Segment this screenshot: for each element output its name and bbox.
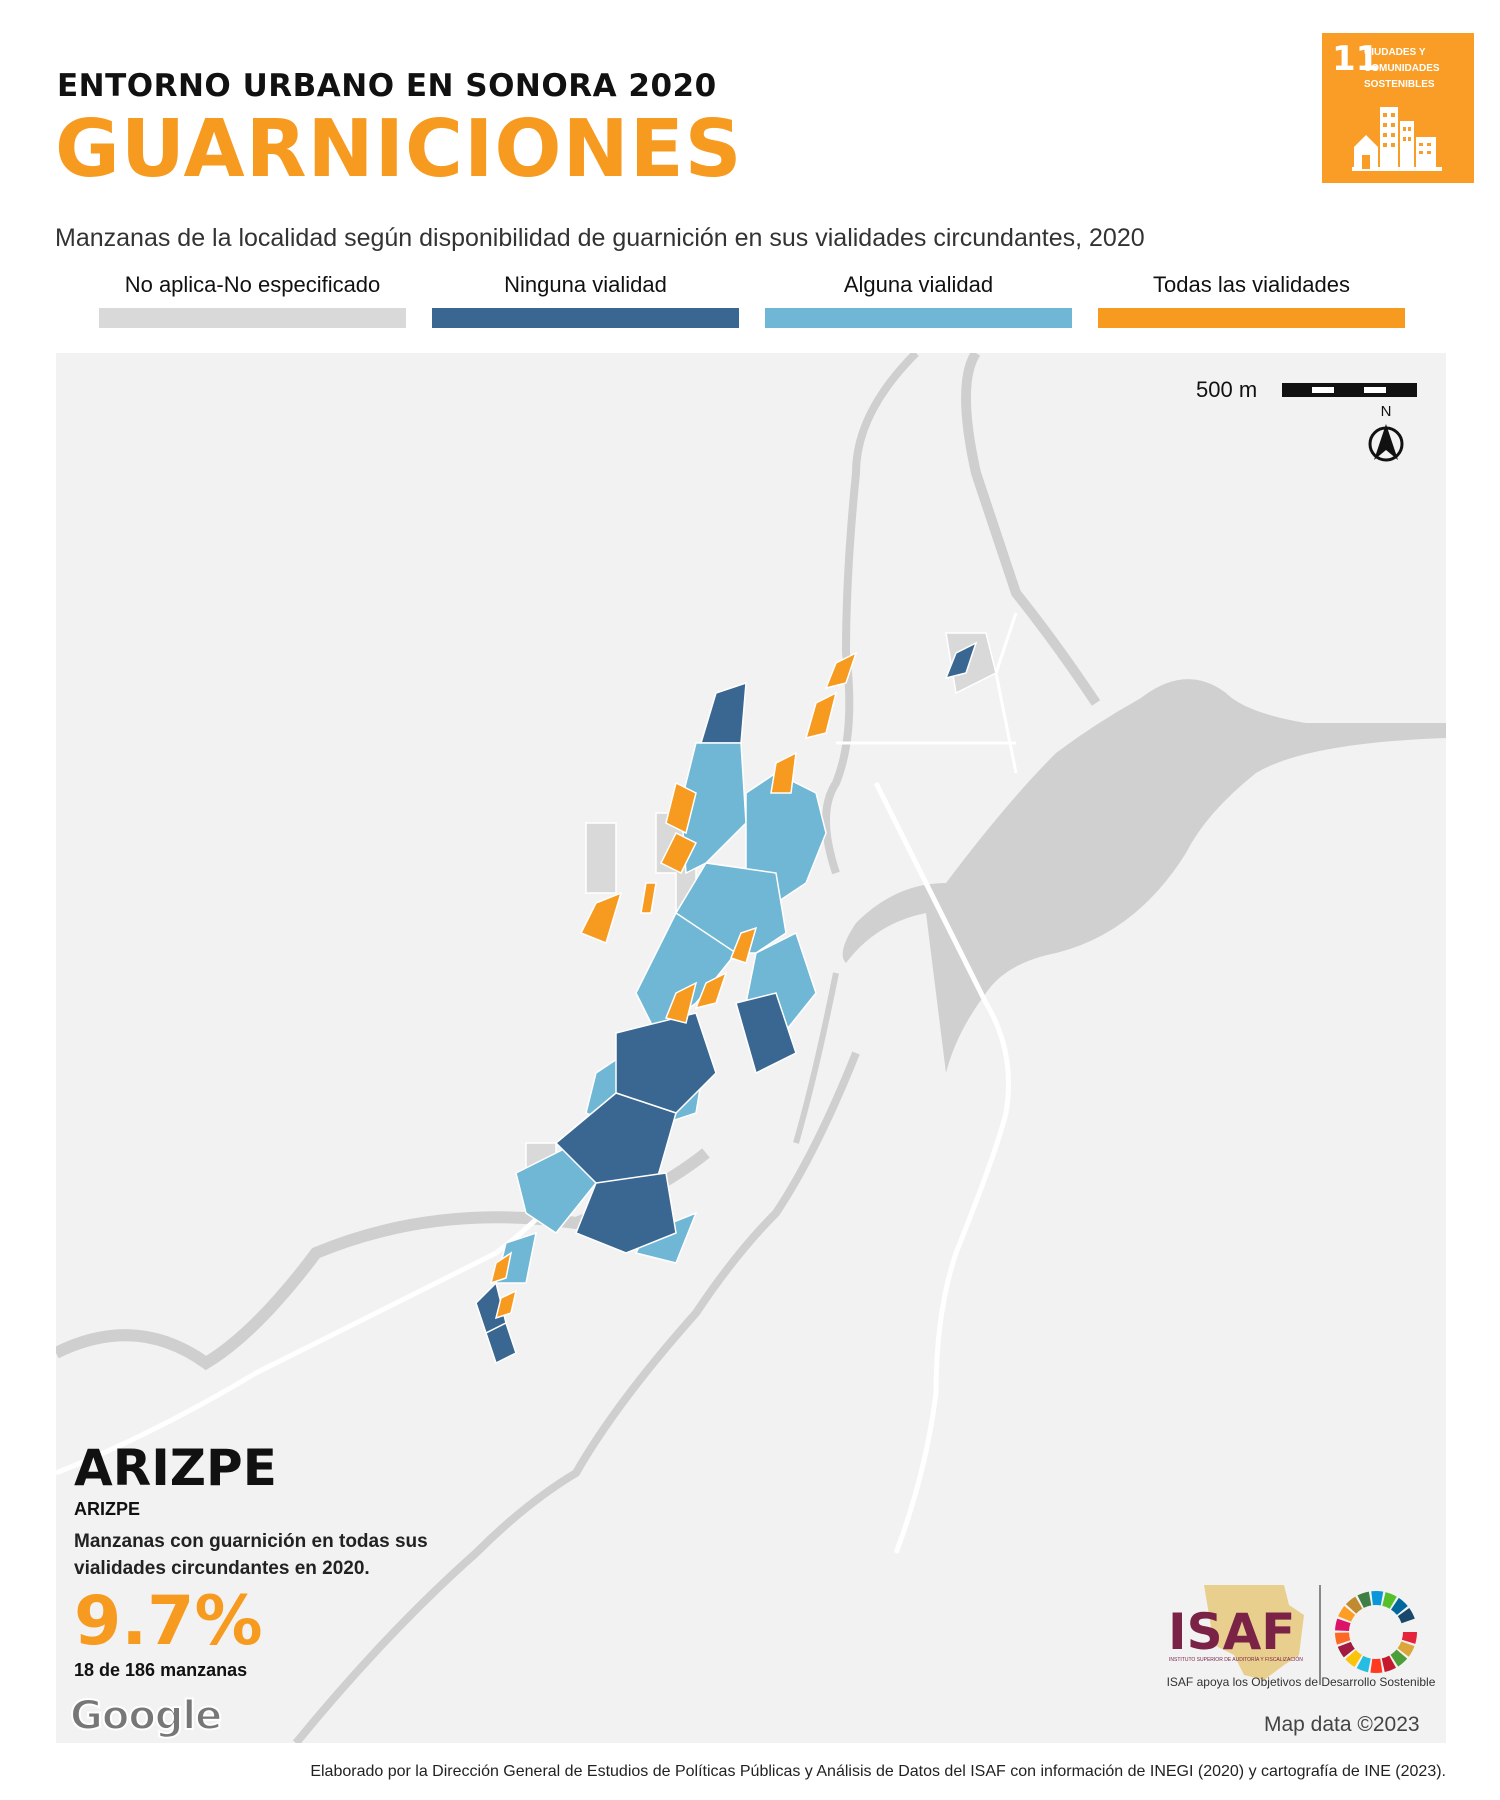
river-line [822,353,919,875]
scale-bar-icon [1282,383,1417,397]
stat-description: Manzanas con guarnición en todas sus via… [74,1531,428,1579]
legend-swatch [765,308,1072,328]
isaf-tagline: ISAF apoya los Objetivos de Desarrollo S… [1166,1675,1436,1689]
map-basemap [56,353,1446,1743]
river-line [961,353,1101,706]
map-credit: Map data ©2023 [1264,1713,1420,1736]
river-line [292,1051,860,1743]
legend-item-alguna: Alguna vialidad [765,270,1072,328]
locality-name: ARIZPE [74,1499,141,1519]
legend-label: Ninguna vialidad [504,272,667,297]
north-label: N [1380,403,1392,420]
info-panel: ARIZPE ARIZPE Manzanas con guarnición en… [74,1443,454,1681]
scale-label: 500 m [1196,377,1258,402]
divider [1319,1585,1321,1685]
urban-blocks [475,632,997,1365]
legend-item-ninguna: Ninguna vialidad [432,270,739,328]
stat-count: 18 de 186 manzanas [74,1660,248,1680]
isaf-subtitle: INSTITUTO SUPERIOR DE AUDITORÍA Y FISCAL… [1169,1657,1303,1663]
sdg-text: CIUDADES Y COMUNIDADES SOSTENIBLES [1364,47,1440,90]
legend-swatch [99,308,406,328]
legend-swatch [432,308,739,328]
legend-label: No aplica-No especificado [124,272,381,297]
city-buildings-icon [1352,107,1442,171]
legend-swatch [1098,308,1405,328]
legend-label: Alguna vialidad [843,272,994,297]
sonora-map-icon [1204,1585,1304,1680]
north-arrow: N [1366,403,1406,469]
legend-label: Todas las vialidades [1153,272,1350,297]
stat-percent: 9.7% [74,1582,263,1661]
municipality-name: ARIZPE [74,1439,277,1497]
road-line [873,781,1011,1554]
sdg-number: 11 [1332,39,1380,79]
road-line [994,612,1018,774]
legend-item-no-aplica: No aplica-No especificado [99,270,406,328]
river-line [793,972,839,1144]
main-title: GUARNICIONES [55,103,743,195]
legend-item-todas: Todas las vialidades [1098,270,1405,328]
isaf-logo: ISAF [1168,1603,1296,1661]
super-title: ENTORNO URBANO EN SONORA 2020 [57,68,717,104]
map-area[interactable]: 500 m N ARIZPE ARIZPE Manzanas con guarn… [56,353,1446,1743]
north-arrow-icon [1368,424,1404,462]
sdg-wheel-icon [1335,1591,1417,1673]
subtitle: Manzanas de la localidad según disponibi… [55,224,1145,252]
google-logo: Google [69,1692,223,1740]
sdg-badge: 11 CIUDADES Y COMUNIDADES SOSTENIBLES [1322,33,1474,183]
footer-credit: Elaborado por la Dirección General de Es… [310,1763,1446,1780]
reservoir-shape [842,679,1446,1073]
